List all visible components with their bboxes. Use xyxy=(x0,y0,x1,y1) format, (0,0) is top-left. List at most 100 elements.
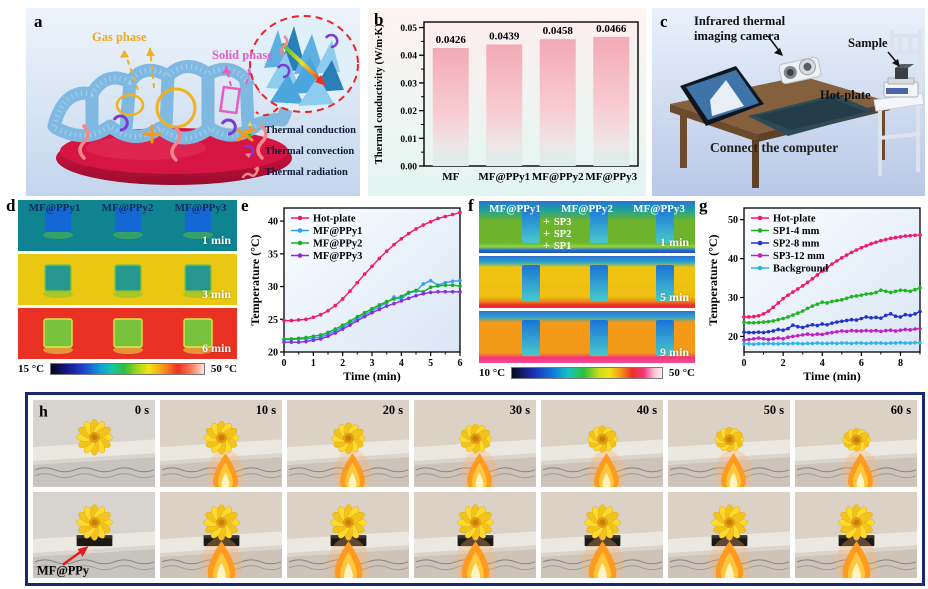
plot-area xyxy=(283,207,461,353)
radiation-waves xyxy=(78,124,268,162)
computer-label: Connect the computer xyxy=(710,140,839,155)
panel-d-label: d xyxy=(6,196,16,215)
series-MF@PPy2 xyxy=(282,283,462,341)
series-MF@PPy3 xyxy=(282,289,462,344)
frame-time-label: 5 min xyxy=(659,290,689,304)
frame-time-label: 6 min xyxy=(201,341,231,355)
svg-text:50: 50 xyxy=(728,215,738,226)
flower xyxy=(459,423,492,454)
bar-category-label: MF xyxy=(442,171,459,183)
thermal-radiation-icon xyxy=(241,166,259,179)
camera-label-line1: Infrared thermal xyxy=(694,14,786,28)
column-label: MF@PPy3 xyxy=(174,202,227,214)
sample-region xyxy=(656,207,674,243)
flower xyxy=(331,422,366,455)
svg-text:2: 2 xyxy=(781,358,786,369)
svg-text:2: 2 xyxy=(340,358,345,369)
sample-region xyxy=(113,318,143,348)
burn-photo-cell xyxy=(160,491,282,578)
gas-pore-marker xyxy=(115,93,145,117)
svg-text:1: 1 xyxy=(311,358,316,369)
svg-text:0.04: 0.04 xyxy=(400,52,417,62)
svg-text:4: 4 xyxy=(820,358,825,369)
legend-label-conduction: Thermal conduction xyxy=(264,124,356,136)
series-SP3-12 mm xyxy=(742,326,922,342)
bar-MF@PPy3 xyxy=(593,36,630,167)
panel-e-label: e xyxy=(241,196,249,215)
bar-category-label: MF@PPy3 xyxy=(585,171,637,183)
svg-text:20: 20 xyxy=(268,348,278,359)
sample-region xyxy=(522,265,540,301)
flower xyxy=(203,503,240,541)
svg-text:SP3-12 mm: SP3-12 mm xyxy=(773,251,825,262)
table-top xyxy=(670,76,890,134)
flame xyxy=(841,449,880,487)
x-axis-label: Time (min) xyxy=(803,369,860,383)
burn-photo-cell: 20 s xyxy=(287,400,409,487)
legend-entry-MF@PPy2: MF@PPy2 xyxy=(291,239,362,250)
burn-photo xyxy=(414,491,536,578)
flame xyxy=(581,536,624,578)
legend-row-convection: Thermal convection xyxy=(240,143,356,159)
thermal-image-stack-d: MF@PPy1 MF@PPy2 MF@PPy3 1 min 3 min 6 min xyxy=(18,200,237,359)
svg-text:25: 25 xyxy=(268,315,278,326)
burn-photo-cell: 40 s xyxy=(541,400,663,487)
panel-c-label: c xyxy=(660,12,668,31)
sample-region xyxy=(656,320,674,356)
solid-strut-marker xyxy=(218,85,242,115)
bar-MF@PPy1 xyxy=(486,44,523,166)
solid-phase-label: Solid phase xyxy=(212,48,273,62)
legend-label-radiation: Thermal radiation xyxy=(264,166,348,178)
column-label: MF@PPy2 xyxy=(101,202,154,214)
flower xyxy=(457,503,494,541)
burn-photo xyxy=(795,491,917,578)
thermal-image-stack-f: MF@PPy1 MF@PPy2 MF@PPy3 + SP3 + SP2 + SP1 1 min 5 … xyxy=(479,201,695,363)
sample-region xyxy=(590,320,608,356)
y-axis-label-b: Thermal conductivity (W/m·K) xyxy=(374,23,385,164)
flower xyxy=(714,426,745,453)
time-label: 60 s xyxy=(891,403,912,417)
sample-region xyxy=(115,208,141,232)
thermal-conductivity-bar-chart: 0.00 0.01 0.02 0.03 0.04 0.05 Thermal conducti… xyxy=(374,21,639,183)
svg-text:40: 40 xyxy=(268,217,278,228)
thermal-convection-icon xyxy=(243,144,254,158)
thermal-frame-f-5min: 5 min xyxy=(479,256,695,308)
burn-photo-cell xyxy=(287,491,409,578)
panel-a: a xyxy=(26,8,360,196)
svg-text:Background: Background xyxy=(773,264,828,275)
thermal-frame-f-9min: 9 min xyxy=(479,311,695,363)
sample-region xyxy=(522,207,540,243)
svg-text:30: 30 xyxy=(268,282,278,293)
flower xyxy=(587,425,618,453)
colorbar-d-max: 50 °C xyxy=(210,363,237,375)
legend-entry-MF@PPy3: MF@PPy3 xyxy=(291,251,362,262)
burn-photo-cell: MF@PPy xyxy=(33,491,155,578)
panel-b: b 0.00 0.01 0.02 0.03 0.04 0.05 Thermal conduc… xyxy=(368,8,646,196)
time-label: 20 s xyxy=(383,403,404,417)
burn-photo xyxy=(541,491,663,578)
flame xyxy=(333,449,372,487)
thermal-camera xyxy=(778,56,822,85)
colorbar-d-min: 15 °C xyxy=(18,363,45,375)
x-axis-label: Time (min) xyxy=(343,369,400,383)
panel-d: MF@PPy1 MF@PPy2 MF@PPy3 1 min 3 min 6 min 15 … xyxy=(18,200,237,390)
burn-photo xyxy=(160,491,282,578)
burn-photo: 20 s xyxy=(287,400,409,487)
sample-region xyxy=(43,318,73,348)
solid-phase-arrows xyxy=(225,63,253,87)
camera-label-line2: imaging camera xyxy=(694,29,780,43)
flower xyxy=(584,503,621,541)
burn-photo-cell xyxy=(668,491,790,578)
panel-f-label: f xyxy=(468,196,474,215)
colorbar-f: 10 °C 50 °C xyxy=(479,367,695,379)
legend-entry-Hot-plate: Hot-plate xyxy=(751,214,816,225)
burn-photo: MF@PPy xyxy=(33,491,155,578)
mesh-line xyxy=(34,558,155,564)
sample-region xyxy=(45,208,71,232)
svg-text:MF@PPy3: MF@PPy3 xyxy=(313,251,362,262)
flame xyxy=(835,536,878,578)
sample-column-labels-d: MF@PPy1 MF@PPy2 MF@PPy3 xyxy=(18,202,237,214)
bar-MF xyxy=(432,48,469,166)
flame xyxy=(708,536,751,578)
